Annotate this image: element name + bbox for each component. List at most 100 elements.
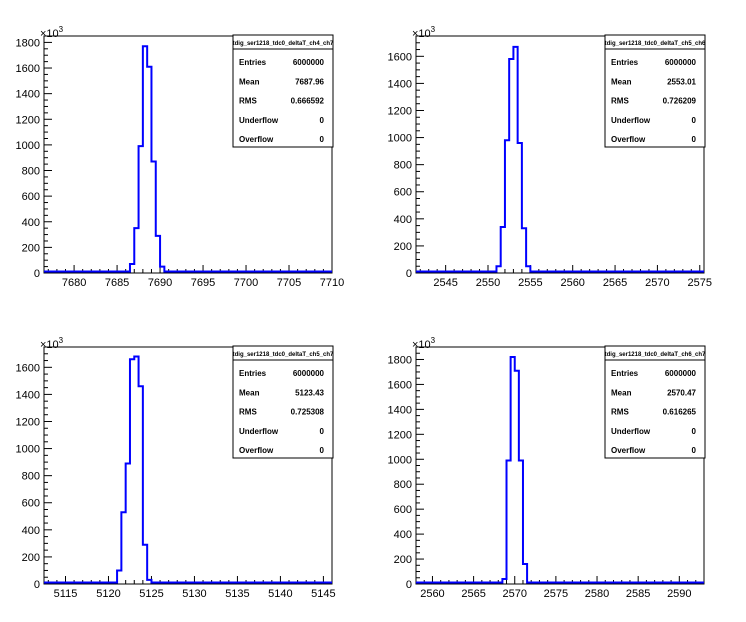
y-tick-label: 0 — [406, 268, 412, 280]
y-tick-label: 1800 — [388, 354, 412, 366]
stats-box: tdig_ser1218_tdc0_deltaT_ch5_ch6 Entries 6… — [604, 34, 706, 148]
stats-label: Overflow — [239, 135, 274, 144]
x-tick-label: 2550 — [476, 277, 500, 289]
y-tick-label: 1400 — [16, 389, 40, 401]
y-tick-label: 1400 — [388, 78, 412, 90]
y-tick-label: 800 — [394, 479, 412, 491]
x-tick-label: 7695 — [191, 277, 215, 289]
stats-label: Entries — [239, 369, 267, 378]
y-tick-label: 800 — [22, 471, 40, 483]
x-tick-label: 2560 — [420, 588, 444, 600]
stats-box-frame — [604, 345, 706, 459]
y-tick-label: 800 — [394, 160, 412, 172]
y-tick-label: 600 — [22, 191, 40, 203]
histogram-title: tdig_ser1218_tdc0_deltaT_ch6_ch7 — [605, 352, 706, 358]
histogram-bin — [134, 356, 138, 584]
exponent-power: 3 — [59, 25, 64, 34]
plot-frame — [43, 35, 333, 274]
x-tick-label: 5140 — [268, 588, 292, 600]
x-tick-label: 7685 — [105, 277, 129, 289]
x-tick-label: 2575 — [544, 588, 568, 600]
x-tick-label: 2570 — [503, 588, 527, 600]
x-tick-label: 2560 — [560, 277, 584, 289]
y-tick-label: 1000 — [388, 454, 412, 466]
x-tick-label: 2580 — [585, 588, 609, 600]
y-tick-label: 1000 — [16, 444, 40, 456]
stats-value: 6000000 — [665, 58, 697, 67]
histogram-panel-2: 2545 2550 2555 2560 2565 2570 2575 0 200 400 600 80… — [388, 25, 712, 289]
exponent-power: 3 — [59, 336, 64, 345]
exponent-base: ×10 — [40, 28, 59, 40]
stats-value: 0.616265 — [663, 408, 697, 417]
stats-value: 0.725308 — [291, 408, 325, 417]
stats-value: 6000000 — [665, 369, 697, 378]
y-tick-label: 1200 — [16, 114, 40, 126]
x-tick-label: 2575 — [688, 277, 712, 289]
y-tick-label: 1600 — [16, 63, 40, 75]
x-tick-label: 2555 — [518, 277, 542, 289]
x-tick-label: 2565 — [603, 277, 627, 289]
histogram-line — [44, 45, 332, 273]
exponent-power: 3 — [431, 336, 436, 345]
stats-label: Overflow — [611, 446, 646, 455]
stats-box-frame — [604, 34, 706, 148]
x-tick-label: 2590 — [667, 588, 691, 600]
stats-label: Underflow — [611, 116, 651, 125]
x-tick-label: 5130 — [182, 588, 206, 600]
y-tick-label: 0 — [34, 268, 40, 280]
x-tick-label: 2570 — [645, 277, 669, 289]
stats-label: Underflow — [611, 427, 651, 436]
stats-value: 0.726209 — [663, 97, 697, 106]
y-tick-label: 1000 — [16, 140, 40, 152]
histogram-line — [416, 355, 704, 584]
histogram-panel-3: 5115 5120 5125 5130 5135 5140 5145 0 200 400 600 80… — [16, 336, 336, 600]
histogram-line — [416, 45, 704, 273]
x-tick-label: 5145 — [311, 588, 335, 600]
stats-label: RMS — [611, 97, 629, 106]
y-tick-label: 800 — [22, 166, 40, 178]
y-tick-label: 600 — [394, 187, 412, 199]
x-tick-label: 7680 — [62, 277, 86, 289]
stats-label: Underflow — [239, 116, 279, 125]
stats-label: Underflow — [239, 427, 279, 436]
histogram-title: tdig_ser1218_tdc0_deltaT_ch4_ch7 — [233, 41, 334, 47]
y-tick-label: 1200 — [388, 429, 412, 441]
exponent-power: 3 — [431, 25, 436, 34]
x-tick-label: 5125 — [139, 588, 163, 600]
stats-value: 2570.47 — [667, 388, 696, 397]
y-tick-label: 1000 — [388, 133, 412, 145]
stats-box-frame — [232, 345, 334, 459]
stats-value: 6000000 — [293, 369, 325, 378]
stats-label: Mean — [239, 77, 260, 86]
stats-value: 0 — [692, 116, 697, 125]
y-tick-label: 400 — [22, 217, 40, 229]
stats-value: 0 — [320, 116, 325, 125]
plot-frame — [415, 35, 705, 274]
y-exponent-label: ×103 — [412, 336, 436, 351]
stats-value: 0 — [320, 135, 325, 144]
stats-box: tdig_ser1218_tdc0_deltaT_ch4_ch7 Entries 6… — [232, 34, 334, 148]
y-tick-label: 600 — [22, 498, 40, 510]
y-exponent-label: ×103 — [40, 336, 64, 351]
y-tick-label: 400 — [394, 529, 412, 541]
histogram-title: tdig_ser1218_tdc0_deltaT_ch5_ch6 — [605, 41, 706, 47]
stats-label: Overflow — [239, 446, 274, 455]
y-tick-label: 400 — [22, 525, 40, 537]
histogram-title: tdig_ser1218_tdc0_deltaT_ch5_ch7 — [233, 352, 334, 358]
y-tick-label: 1600 — [388, 379, 412, 391]
histogram-line — [44, 355, 332, 584]
y-tick-label: 1400 — [16, 89, 40, 101]
y-exponent-label: ×103 — [40, 25, 64, 40]
y-tick-label: 200 — [394, 241, 412, 253]
stats-label: Mean — [611, 77, 632, 86]
stats-label: Entries — [611, 58, 639, 67]
x-tick-label: 7700 — [234, 277, 258, 289]
histogram-panel-1: 7680 7685 7690 7695 7700 7705 7710 0 200 400 600 80… — [16, 25, 345, 289]
exponent-base: ×10 — [40, 339, 59, 351]
exponent-base: ×10 — [412, 28, 431, 40]
y-tick-label: 400 — [394, 214, 412, 226]
y-tick-label: 1400 — [388, 404, 412, 416]
x-tick-label: 7705 — [277, 277, 301, 289]
x-tick-label: 5135 — [225, 588, 249, 600]
